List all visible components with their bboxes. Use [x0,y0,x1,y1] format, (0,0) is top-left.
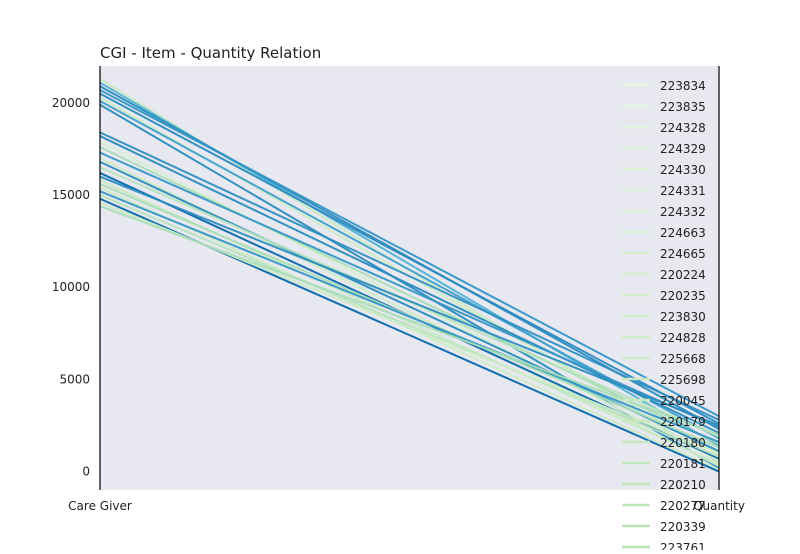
chart-title: CGI - Item - Quantity Relation [100,44,321,62]
series-line [99,89,720,418]
series-line [99,92,720,425]
legend-label: 225668 [660,352,706,366]
legend-label: 220224 [660,268,706,282]
series-line [99,190,720,443]
axes [99,66,720,490]
legend-label: 224331 [660,184,706,198]
legend-label: 224663 [660,226,706,240]
series-line [99,175,720,427]
legend-label: 220045 [660,394,706,408]
legend-label: 220339 [660,520,706,534]
y-tick-label: 20000 [52,96,90,110]
legend-label: 224665 [660,247,706,261]
legend-label: 223761 [660,541,706,550]
y-tick-label: 5000 [59,372,90,386]
legend-label: 224332 [660,205,706,219]
plot-background [100,66,719,490]
series-line [99,151,720,429]
series-line [99,194,720,458]
legend-label: 224328 [660,121,706,135]
series-lines [99,78,720,473]
legend: 223834 223835 224328 224329 224330 224331 2243… [622,79,706,554]
legend-label: 220180 [660,436,706,450]
y-tick-label: 15000 [52,188,90,202]
legend-label: 220210 [660,478,706,492]
legend-label: 220235 [660,289,706,303]
legend-label: 223834 [660,79,706,93]
series-line [99,131,720,421]
axis-label-right: Quantity [693,499,745,513]
axis-label-left: Care Giver [68,499,132,513]
legend-label: 224329 [660,142,706,156]
y-ticks: 0 5000 10000 15000 20000 [52,96,90,479]
legend-label: 220181 [660,457,706,471]
legend-label: 225698 [660,373,706,387]
legend-label: 223830 [660,310,706,324]
y-tick-label: 0 [82,465,90,479]
legend-label: 224330 [660,163,706,177]
series-line [99,205,720,436]
legend-label: 223835 [660,100,706,114]
legend-label: 224828 [660,331,706,345]
legend-label: 220179 [660,415,706,429]
series-line [99,146,720,445]
legend-label: 220277 [660,499,706,513]
y-tick-label: 10000 [52,280,90,294]
